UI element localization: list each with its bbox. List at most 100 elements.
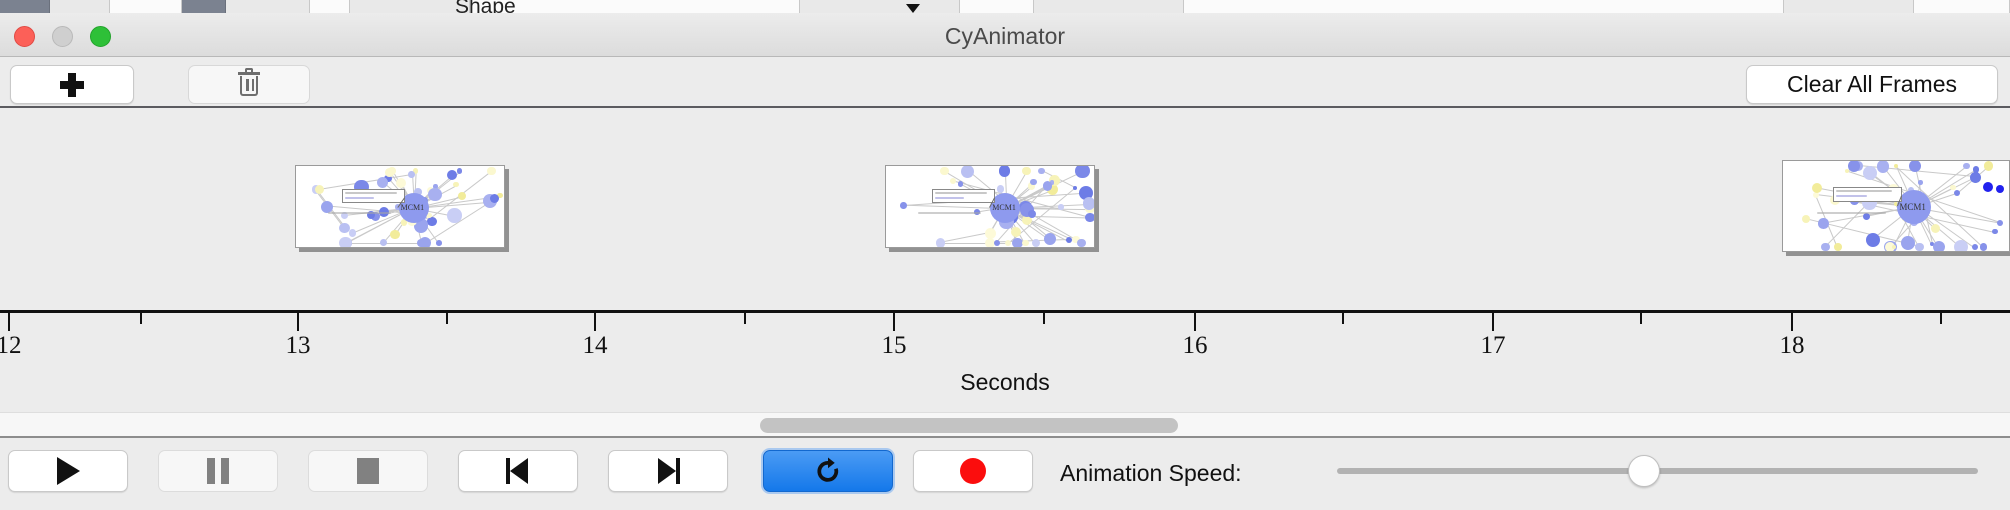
frame-network-graph: MCM1 bbox=[886, 166, 1094, 247]
axis-tick-minor bbox=[140, 313, 142, 324]
timeline-panel[interactable]: MCM1 MCM1 MCM1 12 13 14 15 16 17 18 Seconds bbox=[0, 110, 2010, 412]
next-frame-button[interactable] bbox=[608, 450, 728, 492]
clear-all-frames-label: Clear All Frames bbox=[1787, 71, 1957, 97]
stop-button[interactable] bbox=[308, 450, 428, 492]
loop-button[interactable] bbox=[763, 450, 893, 492]
graph-node bbox=[1953, 239, 1969, 251]
axis-tick-major bbox=[1194, 313, 1196, 331]
bg-segment bbox=[50, 0, 110, 13]
graph-node bbox=[408, 171, 415, 178]
graph-node bbox=[1082, 197, 1094, 210]
graph-node bbox=[1848, 161, 1861, 173]
graph-node bbox=[1049, 180, 1055, 185]
graph-caption bbox=[327, 211, 391, 214]
plus-icon bbox=[59, 72, 85, 98]
graph-node bbox=[1892, 244, 1897, 249]
graph-node bbox=[457, 191, 467, 201]
graph-node bbox=[1042, 181, 1053, 192]
timeline-axis bbox=[0, 310, 2010, 313]
graph-node bbox=[1833, 243, 1842, 251]
graph-node bbox=[1027, 182, 1036, 191]
graph-node bbox=[388, 167, 396, 175]
scrollbar-thumb[interactable] bbox=[760, 418, 1178, 433]
graph-node bbox=[370, 211, 381, 222]
graph-callout-text bbox=[1836, 194, 1867, 197]
graph-node bbox=[1085, 212, 1094, 223]
bg-segment bbox=[960, 0, 1034, 13]
graph-node bbox=[993, 239, 1001, 247]
graph-node bbox=[1865, 232, 1881, 247]
axis-tick-minor bbox=[1043, 313, 1045, 324]
axis-tick-label: 18 bbox=[1779, 332, 1805, 359]
graph-node bbox=[1047, 183, 1059, 195]
graph-node bbox=[1901, 236, 1916, 251]
graph-node bbox=[1022, 166, 1031, 176]
bg-segment bbox=[1184, 0, 1784, 13]
axis-tick-label: 14 bbox=[582, 332, 608, 359]
clear-all-frames-button[interactable]: Clear All Frames bbox=[1746, 65, 1998, 104]
previous-frame-button[interactable] bbox=[458, 450, 578, 492]
graph-node bbox=[1844, 168, 1850, 174]
graph-node bbox=[339, 222, 351, 234]
graph-node bbox=[1049, 175, 1060, 187]
bg-segment bbox=[0, 0, 50, 13]
graph-node bbox=[1992, 228, 1998, 235]
graph-node bbox=[1932, 240, 1946, 251]
delete-frame-button[interactable] bbox=[188, 65, 310, 104]
graph-node bbox=[379, 238, 388, 247]
graph-node bbox=[453, 181, 459, 188]
graph-node bbox=[1038, 167, 1045, 175]
pause-button[interactable] bbox=[158, 450, 278, 492]
play-button[interactable] bbox=[8, 450, 128, 492]
graph-node bbox=[1072, 185, 1077, 191]
record-button[interactable] bbox=[913, 450, 1033, 492]
graph-node bbox=[1908, 161, 1922, 173]
graph-node bbox=[1010, 226, 1021, 237]
bg-segment bbox=[110, 0, 182, 13]
axis-tick-minor bbox=[1342, 313, 1344, 324]
skip-back-icon bbox=[506, 458, 530, 484]
graph-node bbox=[1983, 161, 1994, 171]
graph-node bbox=[497, 192, 503, 199]
frame-thumbnail[interactable]: MCM1 bbox=[885, 165, 1095, 248]
timeline-scrollbar[interactable] bbox=[0, 412, 2010, 438]
graph-node bbox=[400, 219, 408, 226]
graph-node bbox=[957, 181, 964, 187]
frame-thumbnail[interactable]: MCM1 bbox=[295, 165, 505, 248]
axis-tick-label: 15 bbox=[881, 332, 907, 359]
graph-node bbox=[341, 211, 349, 219]
graph-node bbox=[1811, 183, 1822, 194]
graph-node bbox=[486, 166, 496, 176]
graph-caption bbox=[1817, 211, 1886, 214]
graph-node bbox=[1821, 242, 1830, 251]
graph-node bbox=[1953, 189, 1961, 197]
loop-icon bbox=[817, 457, 839, 482]
bg-segment bbox=[800, 0, 960, 13]
graph-node bbox=[1812, 191, 1820, 199]
graph-node bbox=[315, 184, 325, 194]
graph-node bbox=[366, 210, 375, 220]
graph-node bbox=[426, 212, 432, 219]
graph-node bbox=[1027, 209, 1037, 219]
minimize-icon[interactable] bbox=[52, 26, 73, 47]
close-icon[interactable] bbox=[14, 26, 35, 47]
graph-node bbox=[1950, 184, 1957, 191]
frame-thumbnail[interactable]: MCM1 bbox=[1782, 160, 2010, 252]
axis-tick-minor bbox=[744, 313, 746, 324]
animation-speed-slider-thumb[interactable] bbox=[1628, 455, 1660, 487]
graph-node bbox=[1969, 171, 1981, 183]
graph-node bbox=[436, 240, 442, 246]
graph-edge bbox=[940, 243, 1009, 244]
zoom-icon[interactable] bbox=[90, 26, 111, 47]
graph-node bbox=[447, 208, 462, 223]
playback-controls: Animation Speed: bbox=[0, 440, 2010, 510]
graph-node bbox=[988, 231, 993, 237]
graph-node bbox=[1963, 162, 1970, 170]
axis-title: Seconds bbox=[960, 369, 1050, 395]
graph-node bbox=[339, 236, 353, 247]
frame-network-graph: MCM1 bbox=[296, 166, 504, 247]
bg-cursor-arrow-icon bbox=[906, 4, 920, 13]
add-frame-button[interactable] bbox=[10, 65, 134, 104]
graph-callout-text bbox=[935, 196, 964, 199]
